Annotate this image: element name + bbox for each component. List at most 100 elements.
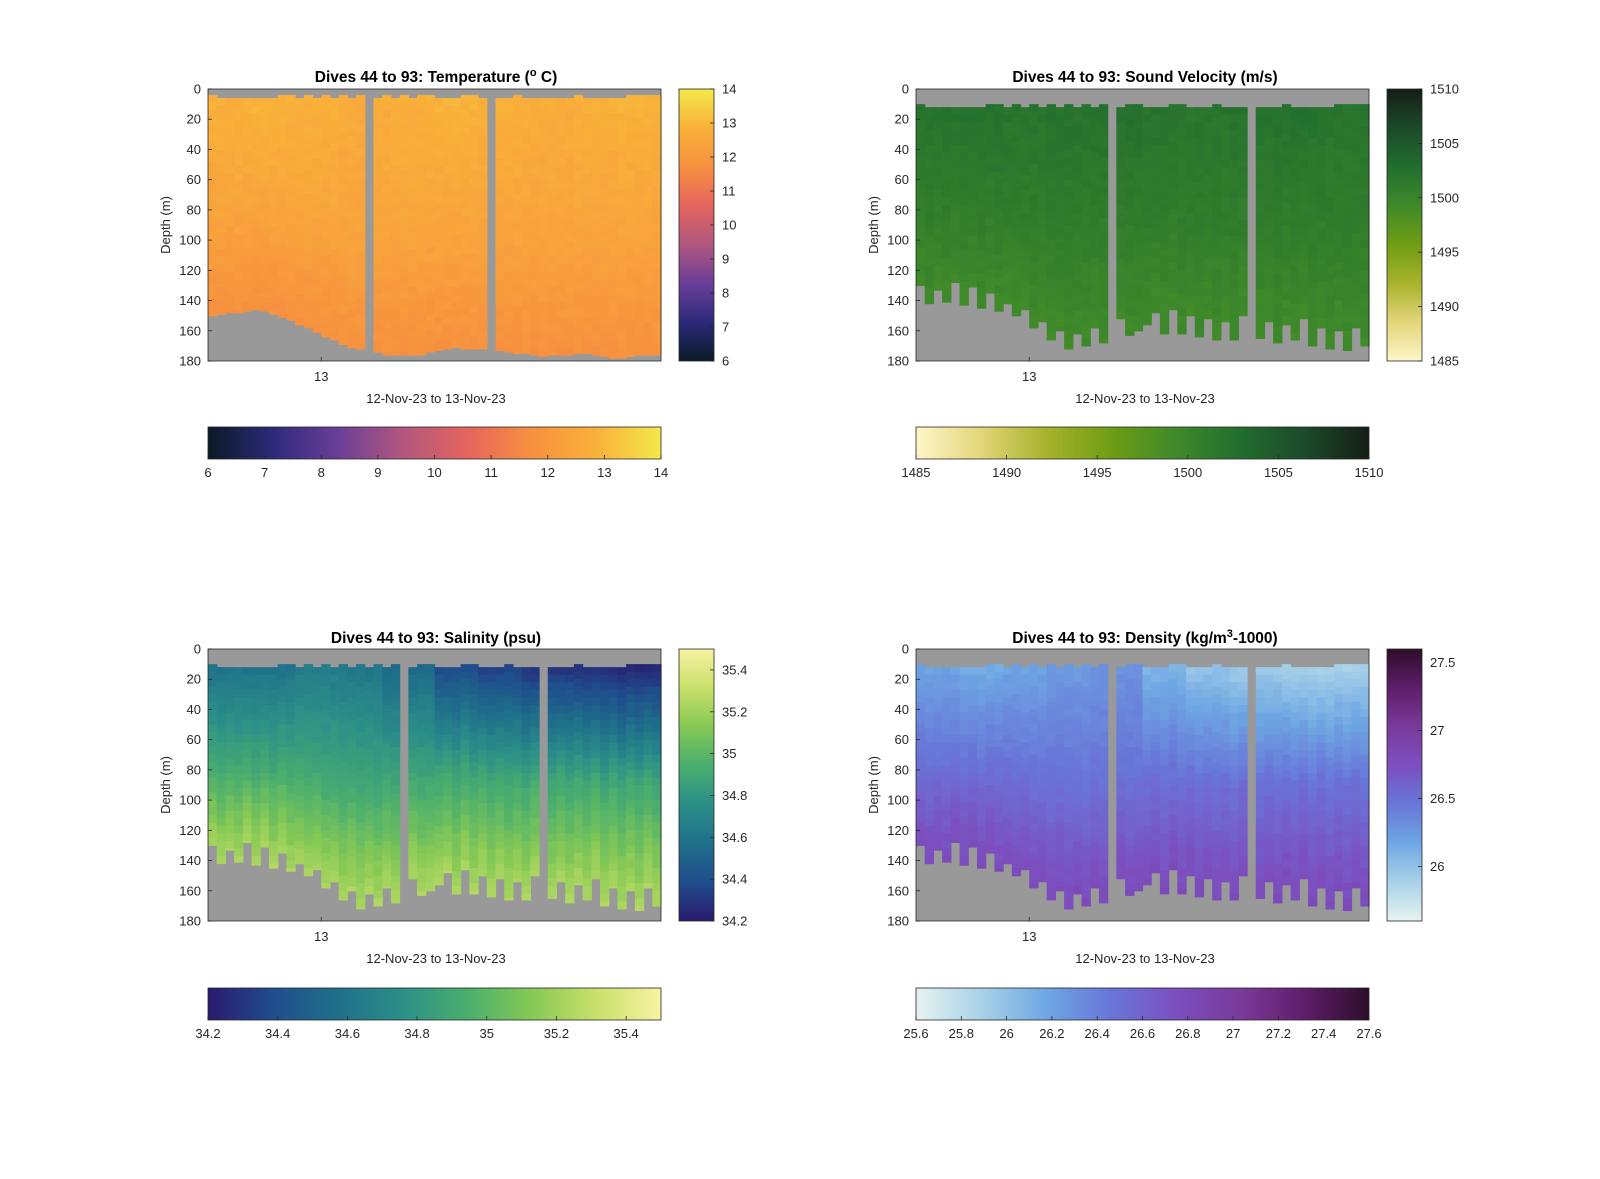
- heatmap-cell: [451, 264, 462, 273]
- heatmap-cell: [608, 226, 619, 235]
- heatmap-cell: [356, 898, 366, 907]
- heatmap-cell: [347, 294, 357, 303]
- heatmap-cell: [1003, 182, 1013, 191]
- heatmap-cell: [408, 196, 418, 205]
- heatmap-cell: [1360, 141, 1370, 151]
- heatmap-cell: [1290, 129, 1300, 138]
- heatmap-cell: [916, 724, 926, 733]
- heatmap-cell: [634, 291, 645, 300]
- heatmap-cell: [364, 788, 375, 797]
- heatmap-cell: [443, 863, 453, 872]
- heatmap-cell: [556, 332, 566, 341]
- heatmap-cell: [950, 704, 961, 714]
- heatmap-cell: [1011, 300, 1022, 309]
- heatmap-cell: [573, 208, 584, 217]
- heatmap-cell: [321, 329, 331, 338]
- heatmap-cell: [251, 674, 261, 683]
- heatmap-cell: [608, 772, 619, 782]
- heatmap-cell: [1125, 187, 1135, 196]
- heatmap-cell: [347, 196, 357, 205]
- heatmap-cell: [399, 231, 409, 240]
- y-tick-label: 180: [887, 354, 909, 369]
- heatmap-cell: [495, 294, 505, 303]
- heatmap-cell: [504, 113, 514, 122]
- heatmap-cell: [425, 117, 436, 126]
- heatmap-cell: [1116, 228, 1126, 237]
- heatmap-cell: [364, 689, 375, 698]
- heatmap-cell: [1055, 303, 1065, 312]
- heatmap-cell: [1072, 182, 1083, 191]
- y-tick-label: 140: [887, 293, 909, 308]
- heatmap-cell: [1037, 182, 1048, 191]
- heatmap-cell: [312, 150, 322, 160]
- heatmap-cell: [521, 181, 531, 190]
- heatmap-cell: [521, 871, 531, 880]
- heatmap-cell: [434, 332, 444, 341]
- heatmap-cell: [286, 686, 296, 695]
- heatmap-cell: [295, 727, 305, 736]
- heatmap-cell: [591, 757, 601, 766]
- heatmap-cell: [364, 878, 375, 887]
- heatmap-cell: [469, 147, 479, 157]
- heatmap-cell: [608, 143, 619, 152]
- heatmap-cell: [1342, 232, 1353, 241]
- heatmap-cell: [208, 147, 218, 157]
- heatmap-cell: [225, 166, 235, 175]
- heatmap-cell: [478, 689, 488, 698]
- heatmap-cell: [530, 294, 540, 303]
- heatmap-cell: [959, 265, 969, 274]
- heatmap-cell: [573, 178, 584, 187]
- heatmap-cell: [225, 271, 235, 280]
- heatmap-cell: [417, 694, 427, 703]
- heatmap-cell: [1029, 315, 1039, 324]
- heatmap-cell: [399, 321, 409, 330]
- heatmap-cell: [1020, 144, 1030, 154]
- heatmap-cell: [1299, 212, 1309, 222]
- heatmap-cell: [634, 694, 645, 703]
- heatmap-cell: [521, 682, 531, 691]
- heatmap-cell: [478, 848, 488, 857]
- heatmap-cell: [1081, 111, 1091, 120]
- heatmap-cell: [234, 218, 244, 228]
- heatmap-cell: [600, 181, 610, 190]
- heatmap-cell: [216, 309, 227, 315]
- heatmap-cell: [573, 291, 584, 300]
- heatmap-cell: [425, 155, 436, 164]
- heatmap-cell: [504, 302, 514, 311]
- heatmap-cell: [608, 264, 619, 273]
- heatmap-cell: [251, 226, 261, 235]
- heatmap-cell: [242, 226, 253, 235]
- heatmap-cell: [1212, 126, 1222, 135]
- heatmap-cell: [942, 250, 952, 259]
- heatmap-cell: [626, 853, 636, 862]
- heatmap-cell: [591, 803, 601, 812]
- heatmap-cell: [495, 863, 505, 872]
- heatmap-cell: [216, 188, 227, 197]
- heatmap-cell: [356, 200, 366, 209]
- heatmap-cell: [382, 788, 392, 797]
- heatmap-cell: [321, 193, 331, 202]
- heatmap-cell: [1212, 293, 1222, 302]
- heatmap-cell: [417, 344, 427, 353]
- heatmap-cell: [1186, 114, 1196, 123]
- heatmap-cell: [608, 780, 619, 789]
- heatmap-cell: [924, 197, 935, 206]
- heatmap-cell: [1342, 149, 1353, 158]
- heatmap-cell: [959, 788, 969, 797]
- heatmap-cell: [950, 144, 961, 154]
- heatmap-cell: [985, 149, 995, 158]
- heatmap-cell: [1168, 111, 1178, 120]
- heatmap-cell: [556, 279, 566, 288]
- heatmap-cell: [1046, 149, 1056, 158]
- heatmap-cell: [443, 256, 453, 265]
- heatmap-cell: [1212, 308, 1222, 317]
- heatmap-cell: [234, 241, 244, 250]
- heatmap-cell: [208, 709, 218, 718]
- heatmap-cell: [617, 840, 627, 850]
- heatmap-cell: [643, 178, 653, 187]
- heatmap-cell: [1133, 240, 1144, 249]
- heatmap-cell: [582, 788, 592, 797]
- heatmap-cell: [408, 712, 418, 721]
- heatmap-cell: [286, 769, 296, 779]
- heatmap-cell: [617, 354, 627, 359]
